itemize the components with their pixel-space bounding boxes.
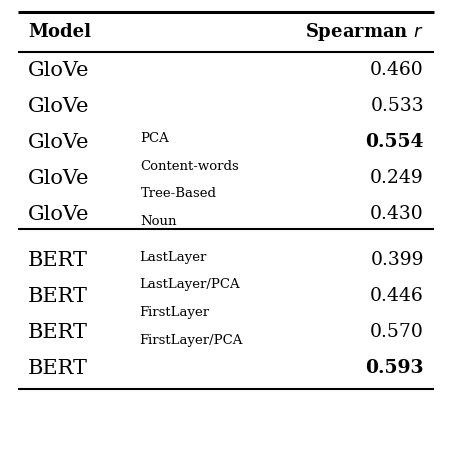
- Text: LastLayer/PCA: LastLayer/PCA: [139, 278, 239, 292]
- Text: 0.570: 0.570: [369, 323, 423, 341]
- Text: GloVe: GloVe: [28, 169, 89, 188]
- Text: 0.460: 0.460: [369, 61, 423, 79]
- Text: 0.554: 0.554: [365, 133, 423, 151]
- Text: 0.430: 0.430: [369, 205, 423, 223]
- Text: LastLayer: LastLayer: [139, 250, 206, 264]
- Text: BERT: BERT: [28, 359, 88, 377]
- Text: BERT: BERT: [28, 286, 88, 305]
- Text: GloVe: GloVe: [28, 97, 89, 116]
- Text: 0.593: 0.593: [364, 359, 423, 377]
- Text: GloVe: GloVe: [28, 133, 89, 152]
- Text: Noun: Noun: [140, 215, 177, 228]
- Text: GloVe: GloVe: [28, 61, 89, 79]
- Text: 0.446: 0.446: [369, 287, 423, 305]
- Text: Model: Model: [28, 23, 91, 41]
- Text: 0.399: 0.399: [370, 251, 423, 269]
- Text: FirstLayer/PCA: FirstLayer/PCA: [139, 334, 242, 347]
- Text: BERT: BERT: [28, 322, 88, 341]
- Text: 0.533: 0.533: [369, 97, 423, 115]
- Text: FirstLayer: FirstLayer: [139, 306, 209, 319]
- Text: Spearman $\mathit{r}$: Spearman $\mathit{r}$: [305, 21, 423, 43]
- Text: PCA: PCA: [140, 132, 169, 145]
- Text: BERT: BERT: [28, 250, 88, 269]
- Text: Tree-Based: Tree-Based: [140, 188, 216, 201]
- Text: GloVe: GloVe: [28, 205, 89, 224]
- Text: Content-words: Content-words: [140, 160, 239, 173]
- Text: 0.249: 0.249: [369, 169, 423, 187]
